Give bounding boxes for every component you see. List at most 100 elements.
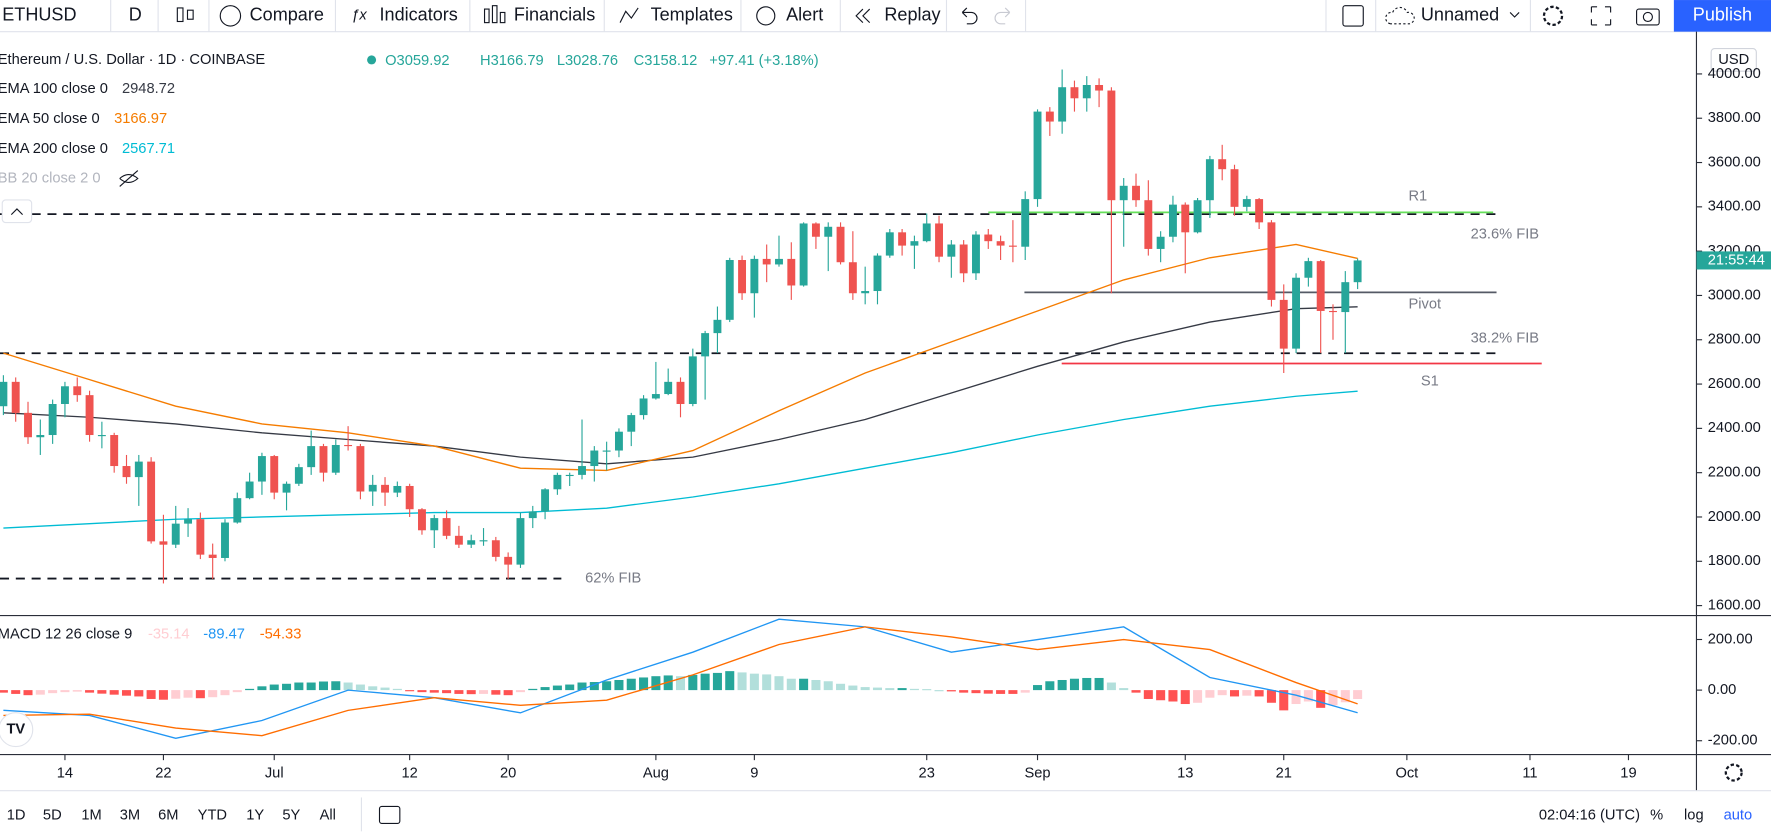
macd-histogram-bar — [368, 686, 378, 691]
price-tick-label: 3800.00 — [1708, 110, 1761, 126]
currency[interactable]: USD — [1718, 52, 1749, 68]
candle-body — [984, 234, 993, 242]
macd-histogram-bar — [565, 684, 575, 691]
legend-title: Ethereum / U.S. Dollar · 1D · COINBASE — [0, 52, 265, 68]
ema-line — [3, 390, 1358, 529]
macd-histogram-bar — [269, 684, 279, 691]
macd-histogram-bar — [1180, 690, 1190, 705]
range-button[interactable]: 5Y — [282, 807, 300, 823]
replay-icon[interactable] — [855, 8, 864, 24]
settings-icon[interactable] — [1542, 5, 1564, 27]
price-tick-label: 2600.00 — [1708, 376, 1761, 392]
hidden-eye-icon[interactable] — [119, 170, 139, 187]
toolbar-button[interactable]: Alert — [786, 5, 823, 25]
compare-icon[interactable] — [219, 5, 242, 27]
symbol[interactable]: ETHUSD — [2, 5, 76, 25]
candle-body — [750, 258, 759, 294]
legend-ohlc: C3158.12 — [634, 53, 698, 69]
macd-histogram-bar — [786, 678, 796, 691]
macd-histogram-bar — [1045, 681, 1055, 691]
candle-type-icon[interactable] — [176, 7, 194, 23]
axis-option[interactable]: % — [1650, 807, 1663, 823]
candle-body — [578, 466, 586, 475]
clock: 02:04:16 (UTC) — [1539, 807, 1640, 823]
macd-histogram-bar — [515, 690, 525, 693]
last-price-box — [1696, 251, 1771, 270]
candle-body — [1341, 282, 1350, 313]
collapse-button[interactable] — [1, 199, 33, 224]
macd-line — [3, 618, 1358, 739]
publish-button[interactable] — [1673, 0, 1771, 32]
redo-icon[interactable] — [994, 7, 1011, 25]
fullscreen-icon[interactable] — [1590, 6, 1612, 26]
toolbar-button[interactable]: Financials — [514, 5, 595, 25]
toolbar-button[interactable]: Templates — [651, 5, 733, 25]
toolbar-button[interactable]: Replay — [884, 5, 940, 25]
date-range-icon[interactable] — [378, 805, 401, 824]
range-button[interactable]: All — [320, 807, 336, 823]
range-button[interactable]: 6M — [158, 807, 178, 823]
undo-icon[interactable] — [961, 7, 978, 25]
ema-line — [3, 243, 1358, 472]
macd-histogram-bar — [343, 682, 353, 691]
range-button[interactable]: 3M — [120, 807, 140, 823]
macd-histogram-bar — [749, 673, 759, 691]
axis-settings[interactable] — [1724, 763, 1743, 782]
candle-body — [836, 226, 845, 263]
camera-icon[interactable] — [1636, 8, 1660, 26]
time-tick-label: 22 — [155, 766, 171, 782]
range-button[interactable]: 5D — [43, 807, 62, 823]
macd-histogram-bar — [540, 687, 550, 691]
candle-body — [516, 518, 525, 565]
candle-body — [1070, 87, 1079, 99]
candle-body — [233, 498, 242, 523]
macd-histogram-bar — [195, 690, 205, 699]
macd-histogram-bar — [528, 688, 538, 691]
macd-histogram-bar — [158, 690, 168, 700]
macd-histogram-bar — [208, 690, 218, 698]
toolbar-button[interactable]: Indicators — [380, 5, 458, 25]
candle-body — [738, 260, 747, 294]
logo-badge[interactable] — [0, 712, 34, 748]
candle-body — [60, 386, 69, 405]
candle-body — [418, 509, 426, 531]
macd-histogram-bar — [1106, 682, 1116, 691]
candle-body — [97, 435, 106, 437]
range-button[interactable]: 1M — [81, 807, 101, 823]
cloud-icon — [1385, 6, 1415, 25]
macd-tick-label: -200.00 — [1708, 733, 1758, 749]
price-tick-label: 3600.00 — [1708, 154, 1761, 170]
financials-icon[interactable] — [483, 5, 506, 24]
candle-body — [36, 435, 45, 438]
candle-body — [147, 461, 156, 542]
ema-legend-value: 2567.71 — [122, 141, 175, 157]
indicators-icon[interactable]: ƒx — [351, 8, 367, 24]
macd-histogram-bar — [1069, 678, 1079, 691]
layout-icon[interactable] — [1342, 5, 1364, 27]
templates-icon[interactable] — [619, 7, 639, 23]
axis-option[interactable]: auto — [1724, 807, 1753, 823]
interval[interactable]: D — [129, 5, 142, 25]
macd-histogram-bar — [639, 677, 649, 691]
layout-name[interactable]: Unnamed — [1421, 5, 1499, 25]
publish-label[interactable]: Publish — [1693, 5, 1752, 25]
layout-menu-arrow[interactable] — [1509, 12, 1520, 18]
ema-legend-value: 2948.72 — [122, 81, 175, 97]
ema-legend-value: 3166.97 — [114, 111, 167, 127]
time-tick-label: 9 — [750, 766, 758, 782]
alert-icon[interactable] — [756, 6, 776, 26]
macd-histogram-bar — [109, 690, 119, 695]
macd-histogram-bar — [836, 683, 846, 691]
currency-button[interactable] — [1710, 48, 1757, 72]
macd-histogram-bar — [737, 672, 747, 691]
range-button[interactable]: 1D — [7, 807, 26, 823]
axis-option[interactable]: log — [1684, 807, 1704, 823]
range-button[interactable]: YTD — [198, 807, 227, 823]
time-tick-label: Sep — [1024, 766, 1050, 782]
candle-body — [1095, 85, 1104, 91]
macd-histogram-bar — [1020, 690, 1030, 693]
range-button[interactable]: 1Y — [246, 807, 264, 823]
time-tick-label: Oct — [1395, 766, 1418, 782]
toolbar-button[interactable]: Compare — [250, 5, 324, 25]
